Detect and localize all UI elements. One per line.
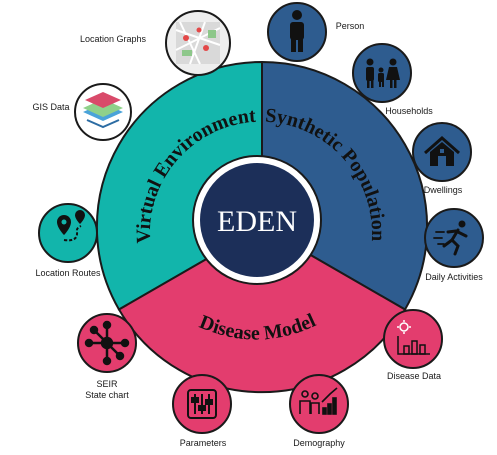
house-icon [424,135,460,166]
label-daily-activities: Daily Activities [425,272,483,282]
running-person-icon [433,220,468,256]
center-hub: EDEN [192,155,322,285]
node-daily-activities: Daily Activities [424,208,484,282]
city-map-icon [175,21,221,65]
node-gis-data: GIS Data [32,83,132,141]
people-growth-icon [299,387,338,415]
person-icon [290,10,304,52]
node-households: Households [352,43,433,116]
node-dwellings: Dwellings [412,122,472,195]
sliders-icon [187,389,217,419]
node-demography: Demography [289,374,349,448]
label-dwellings: Dwellings [424,185,463,195]
label-location-routes: Location Routes [35,268,101,278]
node-parameters: Parameters [172,374,232,448]
label-parameters: Parameters [180,438,227,448]
label-disease-data: Disease Data [387,371,441,381]
label-demography: Demography [293,438,345,448]
label-gis-data: GIS Data [32,102,69,112]
node-location-routes: Location Routes [35,203,101,278]
node-disease-data: Disease Data [383,309,443,381]
route-pin-icon [57,210,85,242]
network-graph-icon [84,320,130,366]
virus-chart-icon [397,320,430,355]
node-location-graphs: Location Graphs [80,10,231,76]
label-location-graphs: Location Graphs [80,34,147,44]
label-households: Households [385,106,433,116]
node-seir-state-chart: SEIR State chart [77,313,137,400]
label-person: Person [336,21,365,31]
family-icon [366,58,400,88]
segment-disease-model [117,225,407,394]
label-seir-line1: SEIR [96,379,118,389]
label-seir-line2: State chart [85,390,129,400]
gis-layers-icon [83,92,123,129]
center-title: EDEN [217,205,297,238]
node-person: Person [267,2,365,62]
